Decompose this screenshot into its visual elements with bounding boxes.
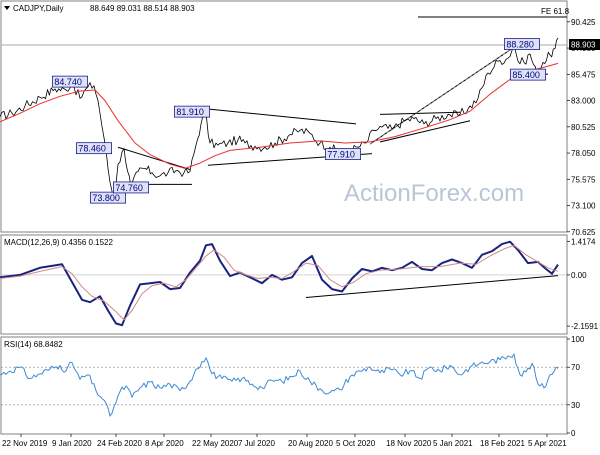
watermark: ActionForex.com (344, 180, 524, 207)
y-tick-label: 70.625 (571, 228, 596, 237)
y-tick-label: -2.1591 (571, 322, 599, 331)
annotation-label: 81.910 (176, 107, 204, 117)
y-tick-label: 75.575 (571, 175, 596, 184)
y-tick-label: 80.525 (571, 123, 596, 132)
y-tick-label: 90.425 (571, 18, 596, 27)
annotation-label: 84.740 (54, 77, 82, 87)
rsi-panel (0, 336, 568, 435)
series-line-signal (0, 244, 559, 321)
last-value-box (569, 39, 600, 50)
y-tick-label: 73.100 (571, 202, 596, 211)
dropdown-arrow-icon[interactable] (4, 6, 10, 10)
annotation-label: 77.910 (327, 150, 355, 160)
price-title: CADJPY,Daily (13, 4, 64, 13)
macd-panel (0, 234, 568, 335)
annotation-label: 88.280 (506, 40, 534, 50)
trendline-0-0 (117, 146, 191, 170)
x-tick-label: 9 Jan 2020 (52, 439, 92, 448)
annotation-box (174, 105, 210, 118)
trendline-0-4 (379, 111, 461, 115)
trendline-0-2 (207, 108, 357, 125)
x-tick-label: 22 May 2020 (192, 439, 239, 448)
x-tick-label: 5 Jan 2021 (433, 439, 473, 448)
macd-title: MACD(12,26,9) 0.4356 0.1522 (4, 238, 114, 247)
annotation-box (113, 181, 149, 194)
x-tick-label: 8 Apr 2020 (145, 439, 184, 448)
annotation-label: 74.760 (115, 183, 143, 193)
x-tick-label: 18 Nov 2020 (386, 439, 432, 448)
y-tick-label: 78.050 (571, 149, 596, 158)
trendline-dashed (369, 48, 513, 145)
series-line-price (0, 37, 559, 199)
annotation-label: 78.460 (78, 144, 106, 154)
y-tick-label: 0 (571, 429, 576, 438)
y-tick-label: 30 (571, 401, 580, 410)
y-tick-label: 100 (571, 335, 585, 344)
y-tick-label: 1.4174 (571, 237, 596, 246)
y-tick-label: 0.00 (571, 271, 587, 280)
y-tick-label: 85.475 (571, 70, 596, 79)
annotation-box (76, 142, 112, 155)
fib-label: FE 61.8 (541, 7, 570, 16)
x-tick-label: 24 Feb 2020 (97, 439, 142, 448)
trendline-0-5 (379, 120, 471, 143)
annotation-box (504, 38, 540, 50)
series-line-macd (0, 240, 559, 327)
trendline-1-0 (305, 275, 559, 298)
annotation-label: 73.800 (92, 193, 120, 203)
rsi-title: RSI(14) 68.8482 (4, 340, 63, 349)
series-line-rsi (0, 353, 559, 417)
series-line-ma (0, 62, 559, 169)
x-tick-label: 5 Oct 2020 (336, 439, 376, 448)
x-tick-label: 20 Aug 2020 (288, 439, 333, 448)
annotation-box (52, 75, 88, 88)
price-panel (0, 0, 568, 233)
annotation-box (90, 191, 126, 204)
annotation-box (510, 68, 546, 81)
last-value-label: 88.903 (571, 41, 596, 50)
annotation-label: 85.400 (512, 70, 540, 80)
x-tick-label: 18 Feb 2021 (480, 439, 525, 448)
annotation-box (325, 148, 361, 160)
price-ohlc: 88.649 89.031 88.514 88.903 (90, 4, 195, 13)
x-tick-label: 22 Nov 2019 (2, 439, 48, 448)
x-tick-label: 5 Apr 2021 (528, 439, 567, 448)
y-tick-label: 83.000 (571, 97, 596, 106)
x-tick-label: 7 Jul 2020 (238, 439, 275, 448)
y-tick-label: 70 (571, 363, 580, 372)
